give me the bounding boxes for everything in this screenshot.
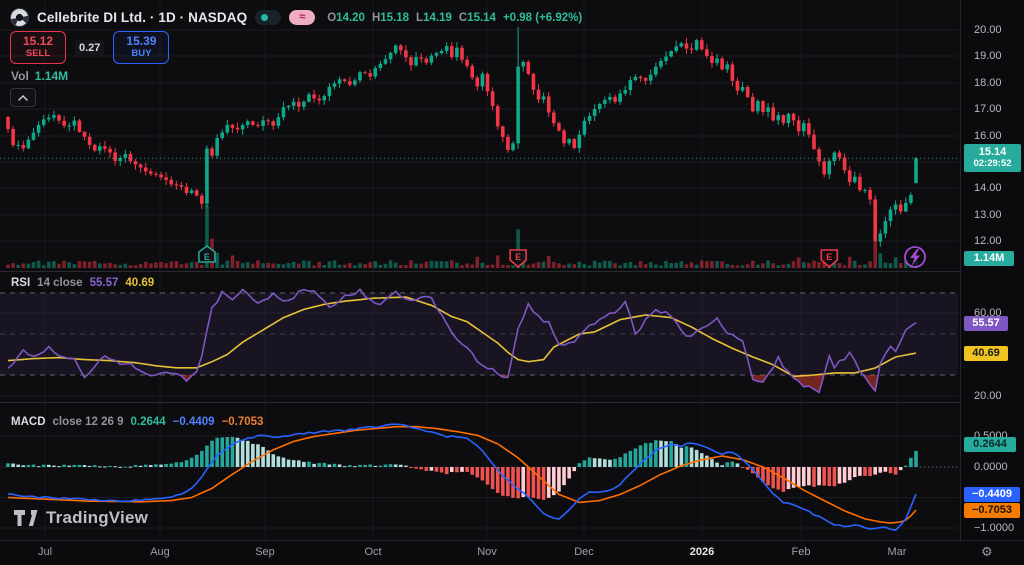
earnings-marker[interactable]: E: [820, 249, 839, 269]
time-axis-label: Jul: [37, 546, 53, 558]
volume-axis-badge: 1.14M: [964, 251, 1014, 266]
macd-indicator-name[interactable]: MACD: [11, 416, 46, 428]
axis-tick-label: 20.00: [974, 390, 1002, 402]
axis-tick-label: 17.00: [974, 103, 1002, 115]
tradingview-wordmark: TradingView: [46, 508, 149, 527]
rsi-ma-value: 40.69: [125, 277, 155, 289]
collapse-panel-button[interactable]: [10, 88, 36, 107]
rsi-indicator-name[interactable]: RSI: [11, 277, 31, 289]
time-axis-label: Dec: [574, 546, 594, 558]
chart-header: Cellebrite DI Ltd. · 1D · NASDAQ ≈ O14.2…: [10, 8, 582, 27]
earnings-marker[interactable]: E: [509, 249, 527, 269]
sell-button[interactable]: 15.12 SELL: [10, 31, 66, 64]
tradingview-mark-icon: [14, 510, 38, 526]
volume-readout: Vol 1.14M: [11, 69, 68, 83]
change-value: +0.98 (+6.92%): [502, 11, 583, 24]
symbol-title[interactable]: Cellebrite DI Ltd. · 1D · NASDAQ: [37, 10, 248, 25]
high-value: 15.18: [380, 11, 410, 24]
volume-label: Vol: [11, 69, 29, 83]
cellebrite-logo-icon: [10, 8, 29, 27]
axis-tick-label: −1.0000: [974, 522, 1015, 534]
low-label: L: [416, 11, 424, 24]
market-status-toggle[interactable]: [255, 10, 282, 25]
macd-hist-axis-badge: 0.2644: [964, 437, 1016, 452]
open-label: O: [327, 11, 337, 24]
buy-button[interactable]: 15.39 BUY: [113, 31, 170, 64]
time-axis[interactable]: ⚙ Jul Aug Sep Oct Nov Dec 2026 Feb Mar: [0, 540, 1024, 565]
macd-line-value: −0.4409: [172, 416, 215, 428]
time-axis-label: Sep: [255, 546, 275, 558]
axis-tick-label: 13.00: [974, 209, 1002, 221]
last-price-badge: 15.14 02:29:52: [964, 144, 1021, 172]
close-value: 15.14: [467, 11, 496, 24]
time-axis-label: Feb: [791, 546, 811, 558]
low-value: 14.19: [423, 11, 452, 24]
ohlc-readout: O14.20 H15.18 L14.19 C15.14 +0.98 (+6.92…: [327, 12, 582, 24]
time-axis-label: Aug: [150, 546, 170, 558]
rsi-axis-badge: 55.57: [964, 316, 1008, 331]
open-value: 14.20: [336, 11, 365, 24]
axis-tick-label: 18.00: [974, 77, 1002, 89]
sell-price: 15.12: [22, 33, 54, 48]
time-axis-label: Oct: [364, 546, 382, 558]
svg-text:E: E: [515, 252, 521, 262]
buy-price: 15.39: [126, 33, 157, 48]
sell-label: SELL: [25, 48, 51, 60]
market-session-lightning-icon[interactable]: [904, 246, 926, 268]
macd-signal-axis-badge: −0.7053: [964, 503, 1020, 518]
svg-text:E: E: [204, 252, 210, 262]
last-price-value: 15.14: [978, 146, 1007, 158]
rsi-value: 55.57: [89, 277, 119, 289]
macd-line-axis-badge: −0.4409: [964, 487, 1020, 502]
axis-tick-label: 14.00: [974, 182, 1002, 194]
settings-gear-icon[interactable]: ⚙: [981, 544, 993, 559]
market-open-dot-icon: [261, 14, 269, 21]
svg-text:E: E: [826, 252, 832, 262]
fair-value-toggle[interactable]: ≈: [289, 10, 316, 25]
axis-tick-label: 20.00: [974, 24, 1002, 36]
tradingview-logo[interactable]: TradingView: [14, 508, 148, 528]
rsi-params: 14 close: [37, 277, 83, 289]
earnings-marker[interactable]: E: [198, 245, 216, 263]
volume-value: 1.14M: [34, 69, 69, 83]
macd-signal-value: −0.7053: [221, 416, 264, 428]
axis-tick-label: 16.00: [974, 130, 1002, 142]
chevron-up-icon: [18, 94, 28, 101]
high-label: H: [371, 11, 381, 24]
price-axis[interactable]: 15.14 02:29:52 1.14M 55.57 40.69 0.2644 …: [960, 0, 1024, 540]
axis-tick-label: 19.00: [974, 50, 1002, 62]
close-label: C: [458, 11, 468, 24]
axis-tick-label: 0.0000: [974, 461, 1008, 473]
macd-params: close 12 26 9: [52, 416, 124, 428]
macd-hist-value: 0.2644: [130, 416, 166, 428]
macd-header: MACD close 12 26 9 0.2644 −0.4409 −0.705…: [11, 416, 263, 428]
axis-tick-label: 12.00: [974, 235, 1002, 247]
time-axis-label: 2026: [689, 546, 715, 558]
order-panel: 15.12 SELL 0.27 15.39 BUY: [10, 31, 170, 64]
rsi-header: RSI 14 close 55.57 40.69: [11, 277, 154, 289]
spread-value: 0.27: [75, 39, 105, 56]
time-axis-label: Mar: [887, 546, 907, 558]
rsi-ma-axis-badge: 40.69: [964, 346, 1008, 361]
time-axis-label: Nov: [477, 546, 497, 558]
buy-label: BUY: [131, 48, 152, 60]
bar-countdown: 02:29:52: [973, 157, 1012, 169]
